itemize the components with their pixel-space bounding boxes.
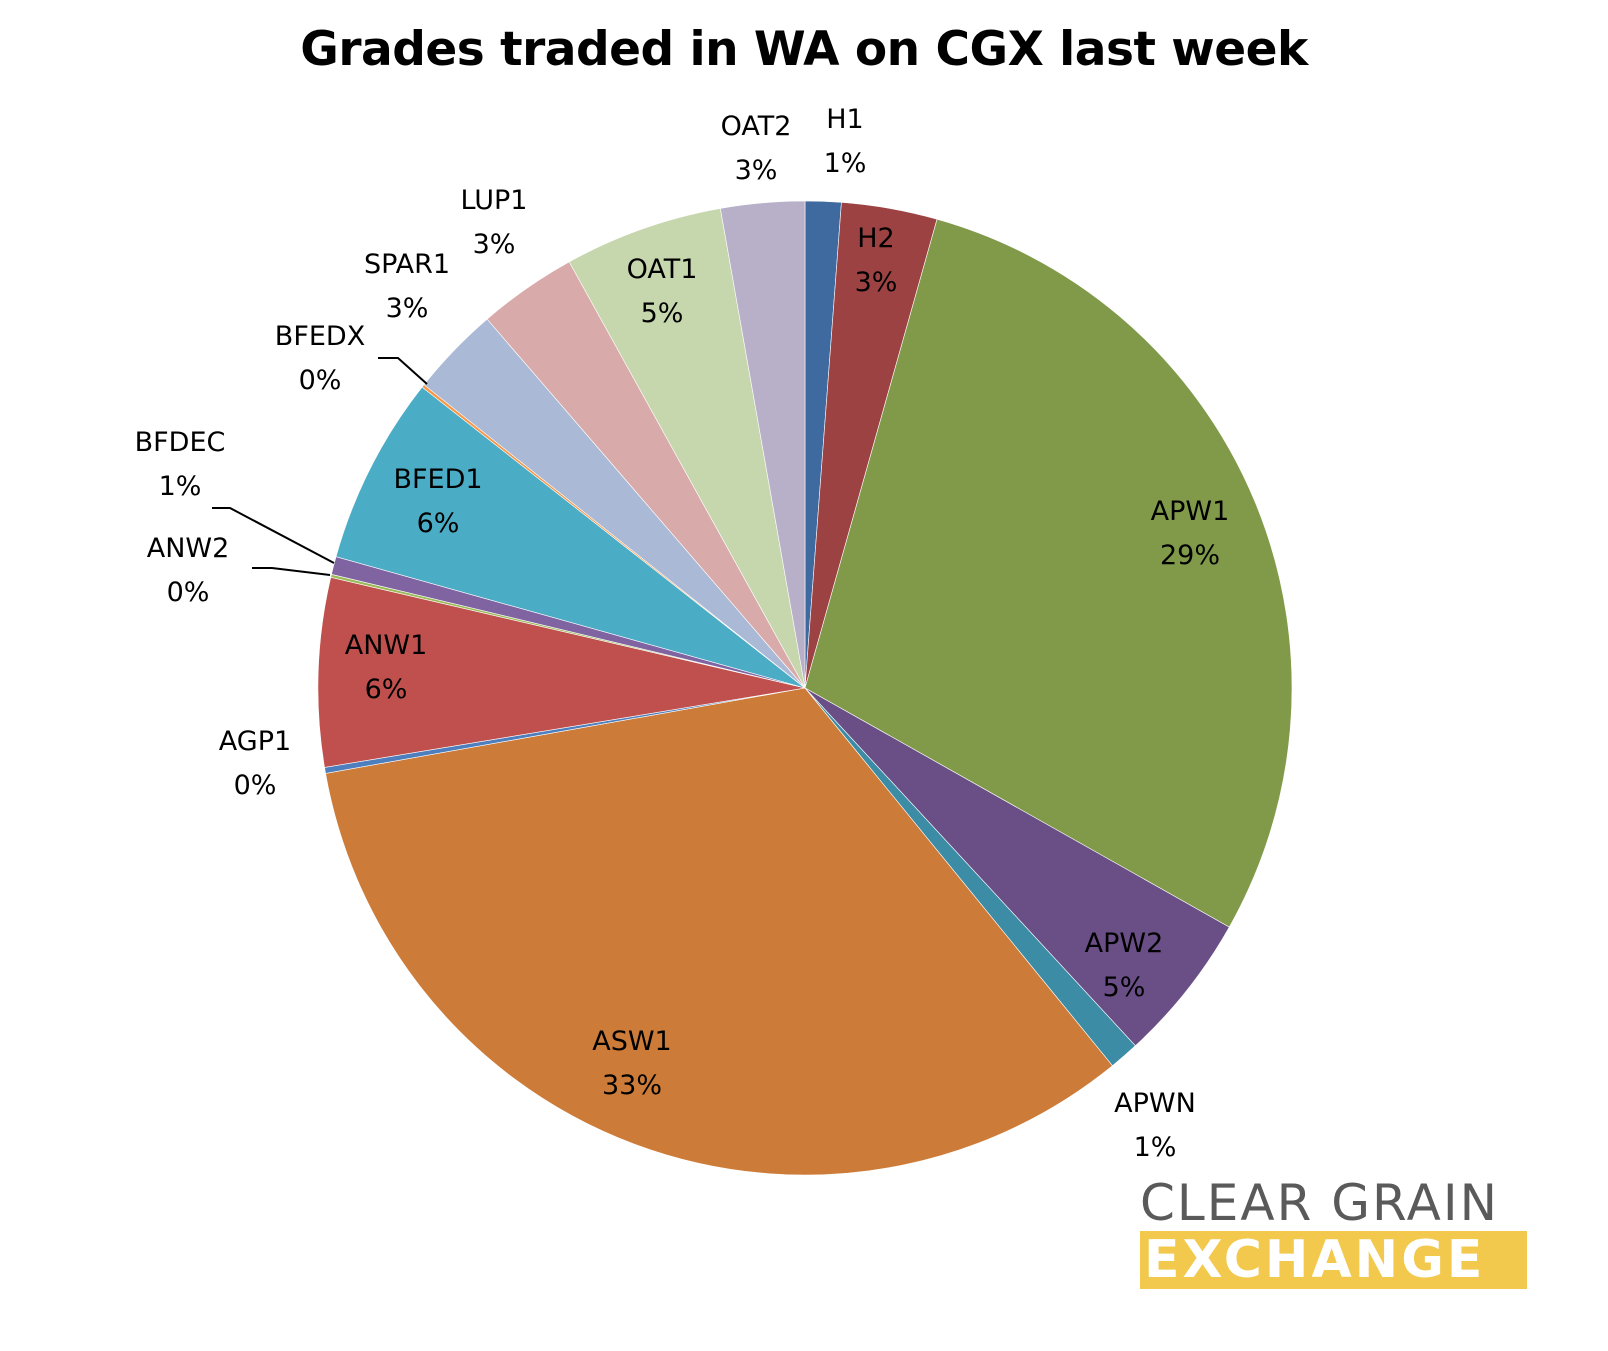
slice-label-anw2: ANW2 [147, 533, 230, 564]
slice-label-apwn: APWN [1114, 1088, 1196, 1119]
slice-percent-h2: 3% [855, 267, 898, 298]
slice-label-h1: H1 [826, 104, 863, 135]
slice-percent-lup1: 3% [473, 229, 516, 260]
slice-percent-bfedx: 0% [299, 365, 342, 396]
slice-label-oat1: OAT1 [627, 254, 698, 285]
slice-percent-apwn: 1% [1134, 1132, 1177, 1163]
slice-label-agp1: AGP1 [219, 726, 291, 757]
slice-percent-apw1: 29% [1160, 540, 1220, 571]
slice-label-asw1: ASW1 [592, 1026, 671, 1057]
slice-labels: H1 1% H2 3% APW1 29% APW2 5% APWN 1% ASW1 33% AGP1 0%… [135, 104, 1230, 1163]
slice-label-lup1: LUP1 [461, 185, 528, 216]
slice-percent-spar1: 3% [386, 293, 429, 324]
slice-label-anw1: ANW1 [345, 630, 428, 661]
slice-percent-apw2: 5% [1103, 972, 1146, 1003]
logo-line-exchange: EXCHANGE [1140, 1231, 1527, 1289]
slice-label-bfed1: BFED1 [393, 464, 482, 495]
pie-slice-bfed1 [335, 386, 806, 689]
pie-slice-oat2 [720, 200, 806, 689]
pie-slice-apw1 [804, 218, 1293, 928]
slice-percent-agp1: 0% [234, 770, 277, 801]
slice-label-spar1: SPAR1 [364, 249, 450, 280]
slice-percent-anw1: 6% [365, 674, 408, 705]
leader-line-bfedx [378, 357, 428, 385]
pie-slices [317, 200, 1293, 1176]
slice-percent-oat1: 5% [641, 298, 684, 329]
leader-lines [212, 357, 428, 576]
pie-slice-apw2 [804, 687, 1230, 1047]
slice-percent-oat2: 3% [735, 155, 778, 186]
slice-label-oat2: OAT2 [721, 111, 792, 142]
slice-label-apw2: APW2 [1085, 928, 1164, 959]
chart-title: Grades traded in WA on CGX last week [300, 22, 1308, 77]
slice-percent-asw1: 33% [602, 1070, 662, 1101]
slice-percent-bfdec: 1% [159, 471, 202, 502]
pie-slice-oat1 [568, 208, 806, 689]
clear-grain-exchange-logo: CLEAR GRAIN EXCHANGE [1140, 1175, 1527, 1289]
pie-slice-asw1 [325, 687, 1113, 1176]
slice-label-apw1: APW1 [1151, 496, 1230, 527]
leader-line-bfdec [212, 507, 335, 564]
logo-line-clear-grain: CLEAR GRAIN [1140, 1174, 1500, 1232]
pie-slice-anw1 [317, 576, 806, 768]
slice-label-h2: H2 [857, 223, 894, 254]
slice-label-bfdec: BFDEC [135, 427, 226, 458]
slice-label-bfedx: BFEDX [275, 321, 365, 352]
slice-percent-h1: 1% [824, 148, 867, 179]
slice-percent-anw2: 0% [167, 577, 210, 608]
leader-line-anw2 [252, 567, 331, 576]
slice-percent-bfed1: 6% [417, 508, 460, 539]
